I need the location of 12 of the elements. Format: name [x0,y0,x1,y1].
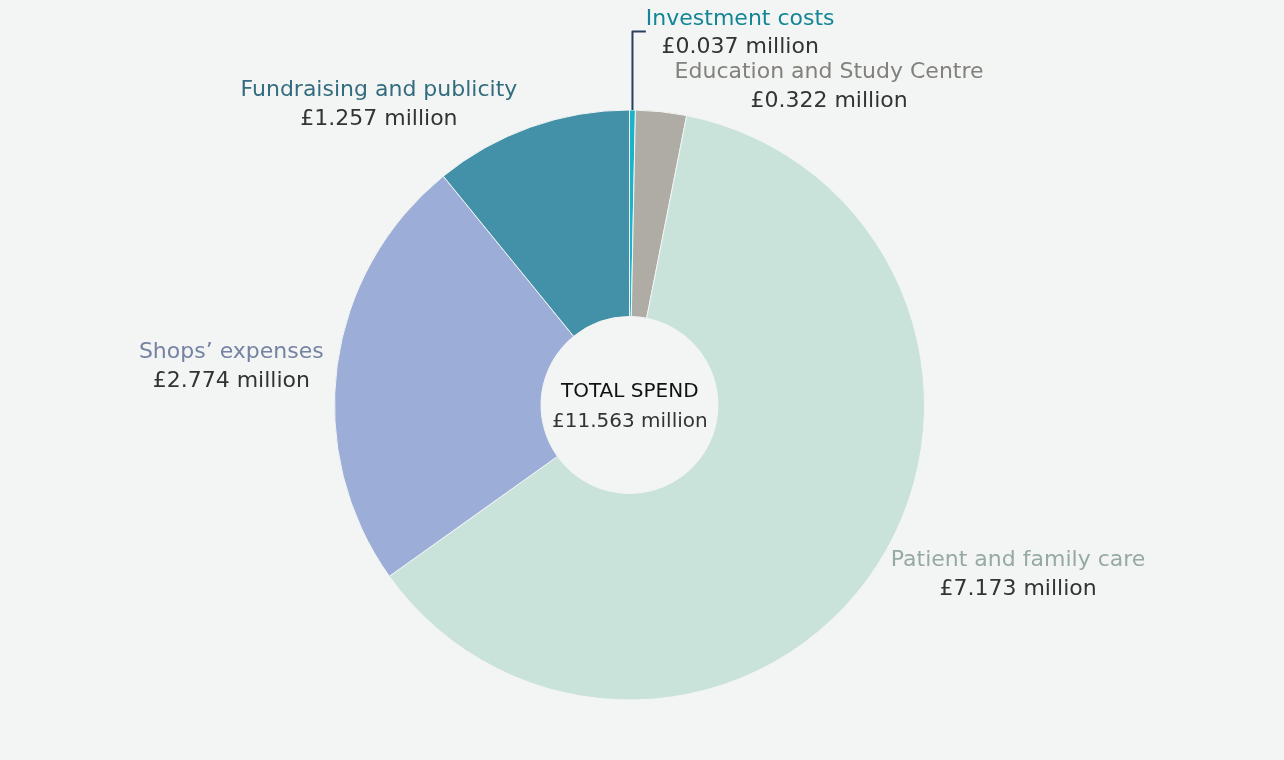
data-label: £0.037 million [661,33,819,59]
data-label: £7.173 million [939,574,1097,600]
slice-label: Patient and family care [890,546,1146,572]
data-label: £1.257 million [300,105,458,131]
data-label: £0.322 million [750,87,908,113]
slice-label: Education and Study Centre [674,58,984,84]
text: £11.563 million [552,408,708,432]
slice-label: Fundraising and publicity [240,76,518,102]
slice-label: Investment costs [645,4,835,30]
data-label: £2.774 million [152,366,310,392]
slice-label: Shops’ expenses [138,338,324,364]
text: TOTAL SPEND [560,378,699,402]
